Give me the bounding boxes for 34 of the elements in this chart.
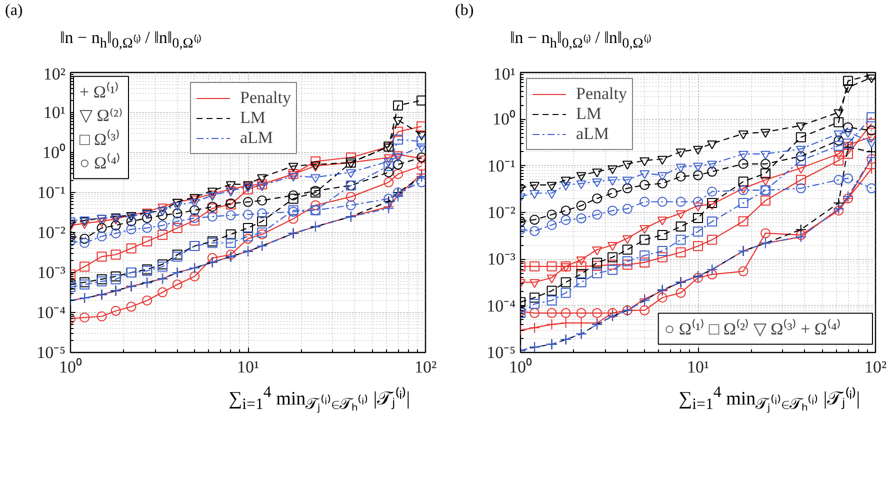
chart-title: (a) (5, 2, 23, 19)
y-tick-label: 10⁻³ (37, 263, 66, 282)
legend-label: aLM (240, 128, 274, 148)
y-tick-label: 10² (43, 64, 66, 84)
y-tick-label: 10⁻² (487, 203, 516, 222)
x-axis-title: ∑$_{i=1}$$^{4}$ min$_{𝒯ⱼ⁽ⁱ⁾∈𝒯ₕ⁽ⁱ⁾}$ |𝒯ⱼ⁽ⁱ⁾| (228, 383, 410, 416)
annotation: ○ Ω⁽⁴⁾ (80, 152, 121, 173)
legend-label: LM (240, 108, 266, 128)
legend-label: LM (576, 104, 602, 124)
y-tick-label: 10⁻⁴ (486, 296, 516, 316)
x-tick-label: 10¹ (686, 358, 710, 376)
x-tick-label: 10² (864, 358, 887, 376)
legend-label: Penalty (240, 88, 291, 108)
y-tick-label: 10¹ (43, 103, 66, 122)
y-tick-label: 10⁻⁴ (36, 303, 66, 322)
y-tick-label: 10⁻¹ (487, 156, 516, 176)
y-tick-label: 10⁰ (492, 110, 516, 129)
legend-label: aLM (576, 124, 610, 144)
y-tick-label: 10⁰ (42, 143, 66, 162)
x-tick-label: 10¹ (236, 358, 260, 376)
y-tick-label: 10¹ (493, 64, 516, 84)
y-tick-label: 10⁻¹ (37, 183, 66, 202)
text: ○ Ω⁽¹⁾ □ Ω⁽²⁾ ▽ Ω⁽³⁾ + Ω⁽⁴⁾ (664, 319, 841, 338)
annotation: + Ω⁽¹⁾ (80, 81, 120, 102)
annotation: ▽ Ω⁽²⁾ (80, 106, 123, 126)
y-tick-label: 10⁻³ (487, 250, 516, 269)
legend-label: Penalty (576, 84, 627, 104)
x-axis-title: ∑$_{i=1}$$^{4}$ min$_{𝒯ⱼ⁽ⁱ⁾∈𝒯ₕ⁽ⁱ⁾}$ |𝒯ⱼ⁽ⁱ⁾| (678, 383, 860, 416)
y-axis-title: ‖n − n$_{h}$‖$_{0,Ω⁽ⁱ⁾}$ / ‖n‖$_{0,Ω⁽ⁱ⁾}$ (510, 28, 652, 52)
chart-title: (b) (455, 2, 474, 19)
y-tick-label: 10⁻² (37, 223, 66, 242)
y-axis-title: ‖n − n$_{h}$‖$_{0,Ω⁽ⁱ⁾}$ / ‖n‖$_{0,Ω⁽ⁱ⁾}$ (60, 28, 202, 52)
x-tick-label: 10² (414, 358, 437, 376)
annotation: □ Ω⁽³⁾ (80, 128, 120, 149)
